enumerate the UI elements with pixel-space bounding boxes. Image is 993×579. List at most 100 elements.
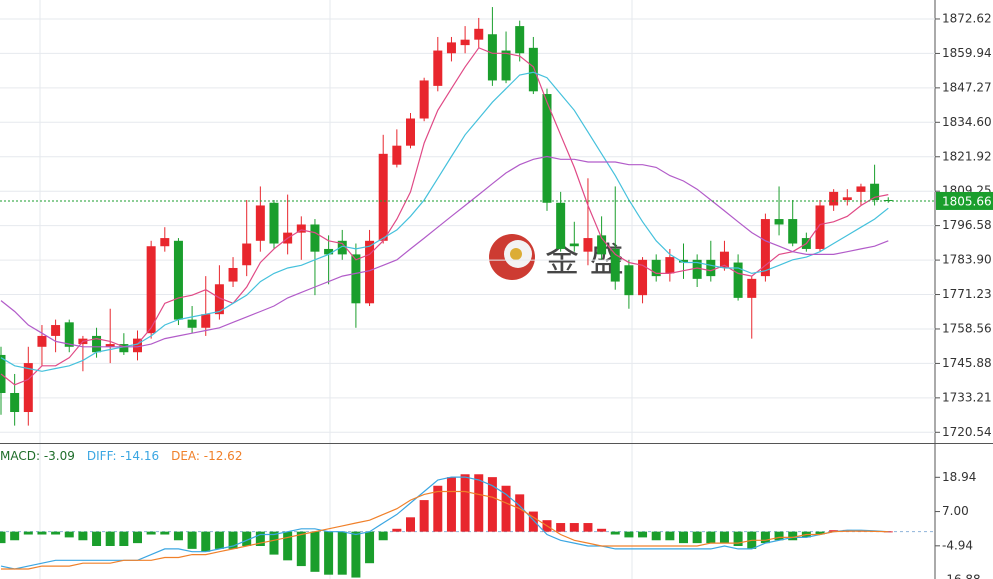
y-tick-label: 1872.62	[942, 11, 992, 25]
line	[0, 47, 889, 386]
candle-body	[624, 265, 634, 296]
macd-bar	[392, 528, 402, 532]
candle-body	[638, 259, 648, 296]
macd-bar	[624, 531, 634, 538]
macd-bar	[501, 485, 511, 532]
y-tick-label: 18.94	[942, 470, 976, 484]
macd-bar	[78, 531, 88, 541]
y-tick-label: 1859.94	[942, 46, 992, 60]
macd-bar	[0, 531, 6, 544]
candle-body	[23, 363, 33, 413]
macd-bar	[515, 494, 525, 532]
macd-bar	[487, 477, 497, 532]
macd-bar	[419, 500, 429, 532]
candle-body	[214, 284, 224, 315]
candle-body	[829, 191, 839, 206]
y-tick-label: 1783.90	[942, 253, 992, 267]
macd-bar	[638, 531, 648, 538]
candle-body	[760, 219, 770, 277]
macd-bar	[310, 531, 320, 572]
y-tick-label: 1796.58	[942, 218, 992, 232]
candle-body	[706, 259, 716, 277]
macd-bar	[283, 531, 293, 561]
macd-bar	[173, 531, 183, 541]
last-price-box	[936, 191, 993, 210]
y-tick-label: 7.00	[942, 504, 969, 518]
candle-body	[105, 344, 115, 347]
candle-body	[747, 278, 757, 298]
macd-bar	[774, 531, 784, 541]
macd-bar	[10, 531, 20, 541]
line-label: DEA: -12.62	[171, 449, 242, 463]
macd-bar	[406, 517, 415, 532]
candle-body	[133, 338, 142, 353]
logo-dot	[510, 248, 522, 260]
candle-body	[378, 153, 388, 241]
macd-bar	[242, 531, 252, 546]
candle-body	[651, 259, 661, 277]
macd-bar	[255, 531, 265, 546]
candle-body	[788, 219, 798, 244]
candle-body	[392, 145, 402, 165]
candle-body	[324, 248, 334, 255]
candle-body	[173, 240, 183, 320]
candle-body	[815, 205, 825, 249]
macd-bar	[23, 531, 33, 535]
line	[1, 490, 889, 570]
y-tick-label: 1758.56	[942, 321, 992, 335]
candle-body	[92, 335, 102, 353]
macd-bar	[556, 523, 566, 532]
macd-bar	[788, 531, 798, 541]
candle-body	[228, 267, 238, 282]
macd-label: MACD: -3.09	[0, 449, 75, 463]
macd-bar	[665, 531, 675, 541]
macd-bar	[460, 474, 470, 532]
macd-bar	[187, 531, 197, 549]
candle-body	[433, 50, 443, 86]
macd-bar	[692, 531, 702, 544]
macd-bar	[679, 531, 688, 544]
macd-bar	[119, 531, 129, 546]
macd-bar	[706, 531, 716, 544]
candle-body	[583, 238, 593, 252]
macd-bar	[214, 531, 224, 549]
macd-bar	[92, 531, 102, 546]
line-label: DIFF: -14.16	[87, 449, 159, 463]
candle-body	[610, 248, 620, 282]
candle-body	[501, 50, 511, 81]
y-tick-label: -16.88	[942, 573, 981, 579]
macd-bar	[569, 523, 579, 532]
y-tick-label: 1834.60	[942, 115, 992, 129]
line	[0, 155, 889, 348]
candle-body	[542, 94, 552, 203]
candle-body	[460, 39, 470, 46]
candle-body	[337, 240, 347, 255]
macd-bar	[815, 531, 825, 535]
candle-body	[556, 202, 566, 249]
macd-bar	[64, 531, 74, 538]
candle-body	[515, 26, 525, 54]
candle-body	[528, 47, 538, 92]
macd-bar	[760, 531, 770, 544]
candle-body	[446, 42, 456, 54]
macd-bar	[228, 531, 238, 549]
y-tick-label: 1720.54	[942, 425, 992, 439]
macd-bar	[597, 528, 607, 532]
candle-body	[774, 219, 784, 225]
candle-body	[146, 246, 156, 334]
y-tick-label: 1771.23	[942, 287, 992, 301]
candle-body	[310, 224, 320, 252]
y-tick-label: 1847.27	[942, 80, 992, 94]
macd-bar	[365, 531, 375, 564]
candle-body	[692, 259, 702, 279]
macd-bar	[133, 531, 142, 544]
macd-bar	[269, 531, 279, 555]
candle-body	[842, 197, 852, 201]
candle-body	[269, 202, 279, 244]
macd-bar	[296, 531, 306, 567]
macd-bar	[610, 531, 620, 535]
line	[0, 476, 889, 570]
macd-bar	[433, 485, 443, 532]
candle-body	[474, 28, 484, 40]
